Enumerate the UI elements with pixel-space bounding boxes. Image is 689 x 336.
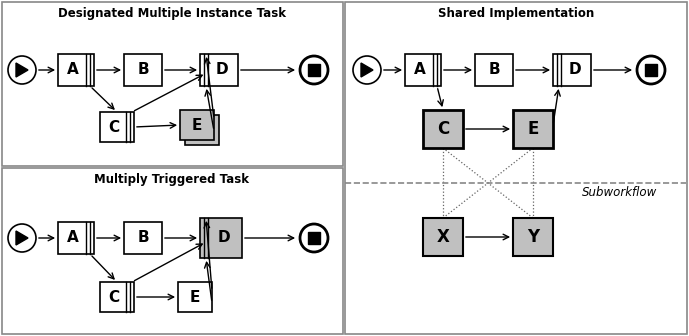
Polygon shape bbox=[16, 231, 28, 245]
Bar bbox=[178, 282, 212, 312]
Text: D: D bbox=[216, 62, 228, 78]
Bar bbox=[513, 218, 553, 256]
Circle shape bbox=[8, 56, 36, 84]
Text: A: A bbox=[67, 62, 79, 78]
Bar bbox=[2, 2, 343, 166]
Polygon shape bbox=[16, 63, 28, 77]
Text: B: B bbox=[137, 62, 149, 78]
Bar bbox=[100, 112, 134, 142]
Text: C: C bbox=[108, 290, 120, 304]
Bar bbox=[124, 54, 162, 86]
Text: C: C bbox=[437, 120, 449, 138]
Text: Designated Multiple Instance Task: Designated Multiple Instance Task bbox=[58, 7, 286, 20]
Bar bbox=[553, 54, 591, 86]
Polygon shape bbox=[361, 63, 373, 77]
Text: B: B bbox=[137, 230, 149, 246]
Text: D: D bbox=[568, 62, 582, 78]
Bar bbox=[423, 110, 463, 148]
Bar bbox=[100, 282, 134, 312]
Bar bbox=[423, 218, 463, 256]
Circle shape bbox=[8, 224, 36, 252]
Bar bbox=[513, 110, 553, 148]
Text: E: E bbox=[192, 118, 202, 132]
Text: Shared Implementation: Shared Implementation bbox=[438, 7, 594, 20]
Bar bbox=[200, 218, 242, 258]
Text: D: D bbox=[218, 230, 230, 246]
Text: A: A bbox=[414, 62, 426, 78]
Bar bbox=[180, 110, 214, 140]
Text: Multiply Triggered Task: Multiply Triggered Task bbox=[94, 173, 249, 186]
Circle shape bbox=[300, 224, 328, 252]
Bar bbox=[124, 222, 162, 254]
Text: Subworkflow: Subworkflow bbox=[582, 186, 657, 200]
Text: X: X bbox=[437, 228, 449, 246]
Bar bbox=[58, 222, 94, 254]
Bar bbox=[645, 64, 657, 76]
Bar bbox=[345, 2, 687, 334]
Bar bbox=[58, 54, 94, 86]
Bar bbox=[200, 54, 238, 86]
Bar bbox=[2, 168, 343, 334]
Bar bbox=[185, 115, 219, 145]
Bar bbox=[405, 54, 441, 86]
Circle shape bbox=[300, 56, 328, 84]
Text: Y: Y bbox=[527, 228, 539, 246]
Bar bbox=[308, 232, 320, 244]
Text: C: C bbox=[108, 120, 120, 134]
Bar bbox=[308, 64, 320, 76]
Text: B: B bbox=[489, 62, 500, 78]
Circle shape bbox=[353, 56, 381, 84]
Text: E: E bbox=[189, 290, 200, 304]
Text: A: A bbox=[67, 230, 79, 246]
Bar bbox=[475, 54, 513, 86]
Text: E: E bbox=[527, 120, 539, 138]
Circle shape bbox=[637, 56, 665, 84]
